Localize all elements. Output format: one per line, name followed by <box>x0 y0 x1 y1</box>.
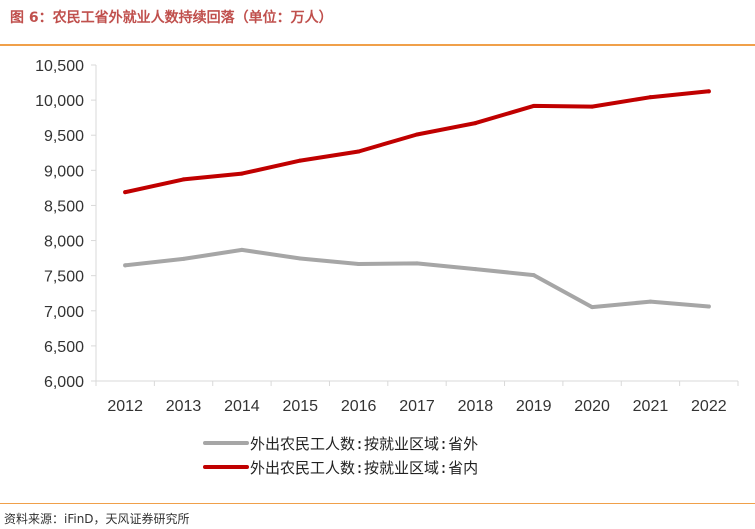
data-point-0 <box>706 304 711 309</box>
y-tick-label: 9,500 <box>44 128 84 145</box>
y-tick-label: 9,000 <box>44 163 84 180</box>
data-point-0 <box>648 299 653 304</box>
data-point-0 <box>239 247 244 252</box>
y-tick-label: 8,000 <box>44 234 84 251</box>
data-point-1 <box>590 104 595 109</box>
data-point-1 <box>531 103 536 108</box>
y-tick-label: 8,500 <box>44 198 84 215</box>
legend-label-1: 外出农民工人数:按就业区域:省内 <box>250 459 478 477</box>
data-point-1 <box>356 149 361 154</box>
source-note: 资料来源：iFinD，天风证券研究所 <box>4 512 190 526</box>
legend-label-0: 外出农民工人数:按就业区域:省外 <box>250 435 478 453</box>
data-point-0 <box>415 261 419 266</box>
x-tick-label: 2015 <box>282 398 318 415</box>
data-point-0 <box>473 267 478 272</box>
data-point-0 <box>590 305 595 310</box>
data-point-1 <box>181 177 186 182</box>
data-point-1 <box>473 121 478 126</box>
footer-divider <box>0 503 755 504</box>
y-tick-label: 6,500 <box>44 339 84 356</box>
x-tick-label: 2018 <box>458 398 494 415</box>
figure-title: 图 6：农民工省外就业人数持续回落（单位：万人） <box>10 10 333 26</box>
data-point-0 <box>298 256 303 261</box>
x-tick-label: 2017 <box>399 398 435 415</box>
data-point-1 <box>123 190 128 195</box>
y-axis-ticks: 6,000 6,500 7,000 7,500 8,000 8,500 9,000 9,500… <box>35 58 96 391</box>
x-tick-label: 2019 <box>516 398 552 415</box>
data-point-1 <box>239 171 244 176</box>
data-point-1 <box>706 89 711 94</box>
x-tick-label: 2014 <box>224 398 260 415</box>
x-tick-label: 2013 <box>166 398 202 415</box>
x-axis-ticks: 2012 2013 2014 2015 2016 2017 2018 2019 2020 2021… <box>95 381 739 415</box>
y-tick-label: 6,000 <box>44 374 84 391</box>
series-line-0 <box>123 247 711 310</box>
data-point-0 <box>531 273 536 278</box>
x-tick-label: 2016 <box>341 398 377 415</box>
x-tick-label: 2020 <box>574 398 610 415</box>
data-point-1 <box>648 95 653 100</box>
series-line-1 <box>123 89 711 195</box>
data-point-1 <box>298 158 303 163</box>
x-tick-label: 2021 <box>633 398 669 415</box>
y-tick-label: 10,000 <box>35 93 84 110</box>
y-tick-label: 10,500 <box>35 58 84 75</box>
x-tick-label: 2012 <box>107 398 143 415</box>
data-point-1 <box>415 132 419 137</box>
series-lines <box>123 89 711 310</box>
data-point-0 <box>181 256 186 261</box>
x-tick-label: 2022 <box>691 398 727 415</box>
y-tick-label: 7,500 <box>44 269 84 286</box>
y-tick-label: 7,000 <box>44 304 84 321</box>
data-point-0 <box>356 262 361 267</box>
data-point-0 <box>123 263 128 268</box>
title-divider <box>0 44 755 46</box>
